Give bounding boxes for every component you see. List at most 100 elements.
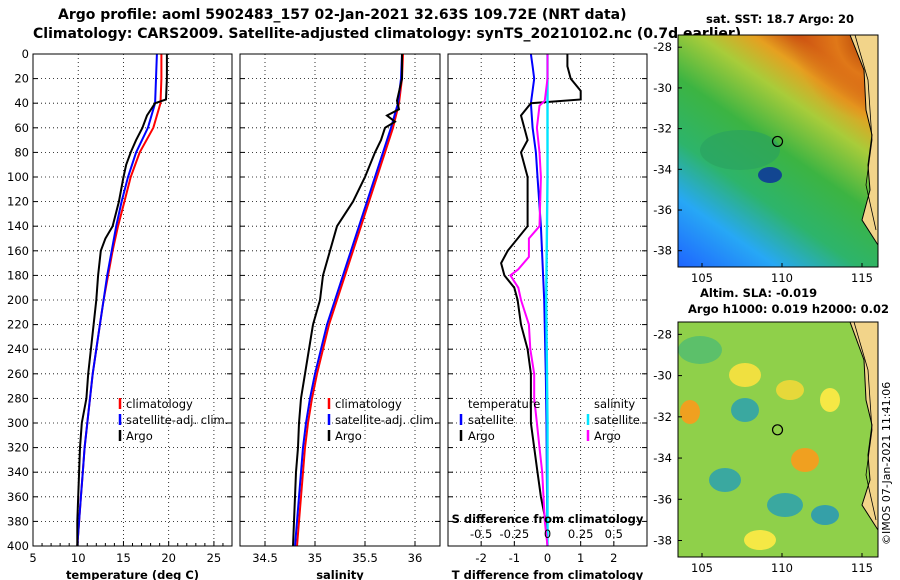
legend-label: Argo [594,429,621,443]
x-tick-label: -1 [509,551,520,565]
difference-panel: -2 -1 0 1 2 T difference from climatology S di… [447,53,648,580]
y-tick-label: 240 [7,342,29,356]
y-tick-label: 80 [14,145,29,159]
y-tick-label: 360 [7,490,29,504]
series-line-satellite-adj-clim- [76,53,158,547]
sst-axes: 105 110 115 -28 -30 -32 -34 -36 -38 [653,40,873,285]
title-line-1: Argo profile: aoml 5902483_157 02-Jan-20… [58,7,627,23]
sla-argo-marker [771,424,784,436]
sla-high-2 [776,380,804,400]
title-line-2: Climatology: CARS2009. Satellite-adjuste… [33,26,742,42]
sst-green-patch [700,130,780,170]
y-tick-label: 140 [7,219,29,233]
y-tick-label: 340 [7,465,29,479]
map-x-tick-label: 110 [771,561,793,575]
y-tick-label: 400 [7,539,29,553]
y-tick-label: 380 [7,514,29,528]
y-tick-label: 60 [14,121,29,135]
series-line-t-argo [500,54,582,547]
x-tick-label: 35 [308,551,323,565]
y-tick-label: 20 [14,72,29,86]
map-y-tick-label: -34 [653,451,672,465]
plot-frame [447,53,648,547]
x2-tick-label: 0.5 [605,527,623,541]
x-tick-label: 15 [116,551,131,565]
sst-map-title: sat. SST: 18.7 Argo: 20 [706,12,855,26]
y-tick-label: 40 [14,96,29,110]
legend-label: climatology [126,397,193,411]
salinity-panel: 34.5 35 35.5 36 salinity climatology satellite… [239,53,441,580]
x-tick-label: 20 [161,551,176,565]
sst-map-frame [677,34,879,268]
series-line-s-argo [509,54,549,547]
x-tick-label: 5 [29,551,36,565]
plot-frame [239,53,441,547]
x-axis-label: salinity [316,568,364,580]
y-tick-label: 0 [22,47,29,61]
legend-title-temperature: temperature [468,397,540,411]
sla-low-3 [709,468,741,492]
map-y-tick-label: -34 [653,162,672,176]
map-y-tick-label: -36 [653,203,672,217]
sla-low-2 [731,398,759,422]
map-y-tick-label: -38 [653,534,672,548]
x-tick-label: 25 [207,551,222,565]
x-tick-label: 2 [610,551,617,565]
map-x-tick-label: 110 [771,271,793,285]
y-tick-label: 100 [7,170,29,184]
sla-land-australia [849,322,878,531]
map-x-tick-label: 105 [691,271,713,285]
y-tick-label: 260 [7,367,29,381]
legend-label: climatology [335,397,402,411]
y-tick-label: 160 [7,244,29,258]
sst-land-australia [849,35,878,246]
x-tick-label: 35.5 [352,551,378,565]
series-line-s-satellite [544,54,549,546]
sla-high-6 [744,530,776,550]
x2-tick-label: 0.25 [568,527,594,541]
sst-argo-marker [771,135,784,148]
legend-label: Argo [335,429,362,443]
series-line-argo [292,54,403,547]
map-y-tick-label: -32 [653,410,672,424]
x2-tick-label: -0.25 [499,527,529,541]
y-tick-label: 320 [7,441,29,455]
sla-low-1 [678,336,722,364]
map-y-tick-label: -32 [653,122,672,136]
sla-axes: 105 110 115 -28 -30 -32 -34 -36 -38 [653,327,873,575]
y-tick-label: 280 [7,391,29,405]
map-y-tick-label: -28 [653,40,672,54]
sla-high-5 [680,400,700,424]
sla-isobath [853,322,877,521]
x-tick-label: 1 [577,551,584,565]
y-tick-label: 180 [7,268,29,282]
legend-label: satellite-adj. clim. [335,413,437,427]
sla-high-3 [820,388,840,412]
sla-low-4 [767,493,803,517]
y-tick-label: 120 [7,195,29,209]
x-axis-label: T difference from climatology [452,568,644,580]
map-y-tick-label: -38 [653,244,672,258]
y-tick-label: 300 [7,416,29,430]
x-tick-label: 34.5 [252,551,278,565]
series-line-argo [76,54,168,546]
sla-high-1 [729,363,761,387]
x2-tick-label: 0 [544,527,551,541]
sla-map-subtitle: Argo h1000: 0.019 h2000: 0.02 [688,302,890,316]
temperature-panel: 5 10 15 20 25 0 20 40 60 80 100 120 140 160 180 200 220 2… [7,47,233,580]
legend-label: Argo [126,429,153,443]
x-tick-label: 10 [71,551,86,565]
map-y-tick-label: -30 [653,369,672,383]
sla-map-title: Altim. SLA: -0.019 [700,286,818,300]
legend-label: satellite [468,413,514,427]
sla-map-frame [677,321,879,558]
map-x-tick-label: 115 [851,561,873,575]
sst-cold-eddy [758,167,782,183]
series-line-satellite-adj-clim- [294,53,403,547]
y-tick-label: 200 [7,293,29,307]
x-tick-label: 0 [544,551,551,565]
sst-map: 105 110 115 -28 -30 -32 -34 -36 -38 [653,34,879,285]
sla-high-4 [791,448,819,472]
legend-title-salinity: salinity [594,397,635,411]
